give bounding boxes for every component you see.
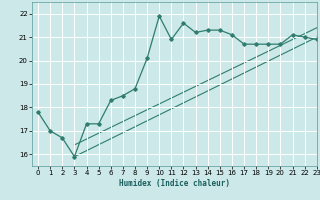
X-axis label: Humidex (Indice chaleur): Humidex (Indice chaleur) (119, 179, 230, 188)
